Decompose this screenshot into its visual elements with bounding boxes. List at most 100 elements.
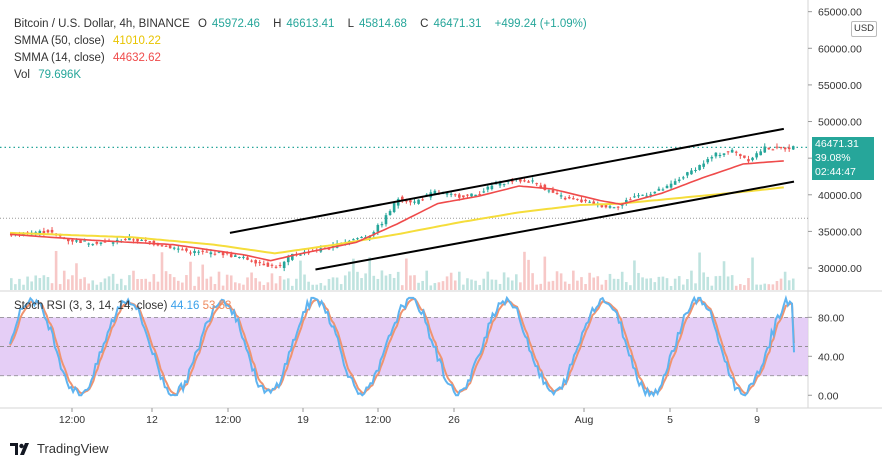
candle-body	[156, 243, 160, 246]
candle-body	[665, 185, 669, 189]
volume-bar	[421, 280, 424, 290]
candle-body	[698, 164, 701, 170]
volume-bar	[67, 279, 70, 290]
candle-body	[111, 242, 115, 244]
candle-body	[221, 252, 225, 256]
candle-body	[262, 263, 266, 266]
candle-body	[67, 238, 70, 242]
candle-body	[164, 245, 168, 247]
candle-body	[405, 200, 408, 202]
volume-bar	[307, 281, 310, 290]
volume-bar	[392, 277, 396, 290]
volume-bar	[331, 277, 335, 290]
volume-bar	[205, 278, 209, 290]
candles	[10, 143, 795, 272]
volume-bar	[250, 272, 253, 290]
candle-body	[242, 256, 245, 258]
candle-body	[702, 163, 705, 167]
candle-body	[144, 239, 147, 241]
volume-bar	[75, 263, 78, 290]
volume-bar	[405, 258, 408, 290]
candle-body	[128, 237, 131, 241]
candle-body	[726, 151, 730, 153]
candle-body	[136, 238, 139, 242]
volume-bar	[466, 278, 469, 290]
volume-bar	[335, 277, 339, 290]
volume-bar	[278, 276, 282, 290]
candle-body	[734, 151, 738, 153]
volume-bar	[254, 278, 257, 290]
volume-bar	[592, 277, 595, 290]
candle-body	[706, 159, 710, 163]
volume-bar	[181, 282, 184, 290]
volume-bar	[429, 285, 433, 290]
volume-bar	[38, 278, 42, 290]
candle-body	[539, 185, 543, 188]
volume-bar	[319, 283, 323, 290]
candle-body	[787, 147, 791, 150]
volume-bar	[343, 275, 347, 290]
candle-body	[181, 249, 184, 251]
volume-bar	[767, 284, 771, 290]
volume-value: 79.696K	[38, 69, 82, 81]
volume-bar	[673, 278, 677, 290]
tradingview-logo[interactable]: TradingView	[10, 441, 109, 456]
candle-body	[380, 224, 384, 226]
candle-body	[327, 248, 331, 250]
candle-body	[718, 155, 722, 157]
candle-body	[213, 253, 217, 255]
volume-bar	[580, 277, 583, 290]
volume-bar	[612, 278, 616, 290]
candle-body	[132, 239, 135, 241]
close-label: C	[420, 18, 429, 30]
volume-bar	[217, 271, 221, 290]
candle-body	[176, 248, 180, 250]
candle-body	[604, 204, 608, 208]
volume-bar	[242, 284, 245, 290]
smma50-legend[interactable]: SMMA (50, close) 41010.22	[14, 35, 166, 47]
low-label: L	[347, 18, 354, 30]
volume-bar	[384, 275, 388, 290]
currency-button[interactable]: USD	[851, 21, 877, 37]
candle-body	[189, 252, 192, 254]
volume-legend[interactable]: Vol 79.696K	[14, 69, 86, 81]
stoch-k-line	[9, 294, 795, 398]
volume-bar	[176, 280, 180, 290]
candle-body	[91, 244, 95, 246]
stoch-legend[interactable]: Stoch RSI (3, 3, 14, 14, close) 44.16 53…	[14, 300, 231, 312]
volume-bar	[653, 282, 657, 290]
candle-body	[747, 159, 750, 162]
volume-bar	[714, 276, 718, 290]
candle-body	[270, 264, 274, 266]
candle-body	[384, 215, 388, 225]
volume-bar	[539, 283, 543, 290]
candle-body	[160, 245, 164, 247]
candle-body	[217, 251, 221, 253]
candle-body	[682, 177, 685, 179]
candle-body	[616, 206, 620, 208]
volume-bar	[246, 277, 249, 290]
stoch-d-line	[9, 297, 795, 396]
candle-body	[673, 181, 677, 185]
volume-bar	[152, 274, 156, 290]
candle-body	[417, 199, 420, 204]
volume-bar	[22, 284, 25, 290]
volume-bar	[791, 278, 795, 290]
candle-body	[523, 180, 526, 182]
candle-body	[168, 245, 172, 249]
volume-bar	[751, 257, 754, 290]
candle-body	[291, 253, 294, 260]
smma14-legend[interactable]: SMMA (14, close) 44632.62	[14, 52, 166, 64]
candle-body	[409, 200, 412, 203]
volume-bar	[144, 278, 147, 290]
time-tick-label: Aug	[575, 414, 594, 426]
volume-bar	[83, 277, 86, 290]
volume-bar	[282, 279, 286, 290]
volume-bar	[702, 272, 705, 290]
candle-body	[38, 230, 42, 235]
candle-body	[641, 194, 644, 196]
volume-bar	[616, 278, 620, 290]
volume-bar	[449, 272, 453, 290]
brand-name: TradingView	[37, 441, 109, 456]
